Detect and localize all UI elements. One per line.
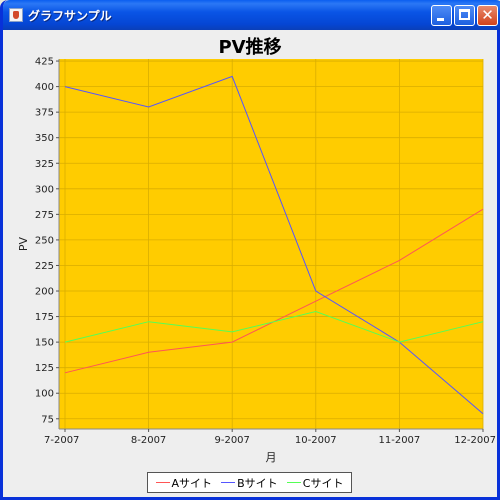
y-tick-label: 250 [35, 235, 54, 246]
minimize-button[interactable] [431, 5, 452, 26]
maximize-button[interactable] [454, 5, 475, 26]
window-title: グラフサンプル [28, 9, 112, 23]
y-tick-label: 325 [35, 159, 54, 170]
title-bar[interactable]: グラフサンプル ✕ [3, 0, 500, 30]
y-tick-label: 225 [35, 261, 54, 272]
legend-item-c: Cサイト [286, 475, 344, 491]
x-tick-label: 8-2007 [131, 435, 166, 446]
legend-label-b: Bサイト [237, 476, 278, 490]
x-axis-label: 月 [266, 451, 277, 464]
legend-item-a: Aサイト [155, 475, 213, 491]
x-tick-label: 10-2007 [295, 435, 337, 446]
y-tick-label: 425 [35, 57, 54, 68]
legend-item-b: Bサイト [221, 475, 278, 491]
close-button[interactable]: ✕ [477, 5, 498, 26]
y-tick-label: 300 [35, 184, 54, 195]
minimize-icon [437, 18, 444, 21]
plot-area [59, 59, 483, 429]
series-line-1 [64, 75, 484, 415]
legend-label-a: Aサイト [171, 476, 213, 490]
legend-swatch-b [221, 482, 236, 483]
x-tick-label: 9-2007 [214, 435, 249, 446]
y-tick-label: 400 [35, 82, 54, 93]
chart-title: PV推移 [218, 37, 282, 58]
y-tick-label: 150 [35, 338, 54, 349]
legend-swatch-c [286, 482, 301, 483]
legend: Aサイト Bサイト Cサイト [147, 472, 352, 493]
y-tick-label: 125 [35, 363, 54, 374]
legend-swatch-a [155, 482, 170, 483]
x-tick-label: 11-2007 [379, 435, 421, 446]
y-tick-label: 375 [35, 108, 54, 119]
legend-label-c: Cサイト [302, 476, 344, 490]
y-axis-label: PV [17, 236, 30, 251]
y-tick-label: 350 [35, 133, 54, 144]
java-cup-icon[interactable] [9, 8, 23, 22]
series-line-2 [64, 310, 484, 343]
maximize-icon [459, 9, 470, 20]
x-tick-label: 12-2007 [454, 435, 496, 446]
y-tick-label: 200 [35, 287, 54, 298]
close-icon: ✕ [481, 6, 494, 24]
x-tick-label: 7-2007 [44, 435, 79, 446]
y-tick-label: 275 [35, 210, 54, 221]
y-tick-label: 75 [41, 414, 54, 425]
y-tick-label: 175 [35, 312, 54, 323]
y-tick-label: 100 [35, 389, 54, 400]
